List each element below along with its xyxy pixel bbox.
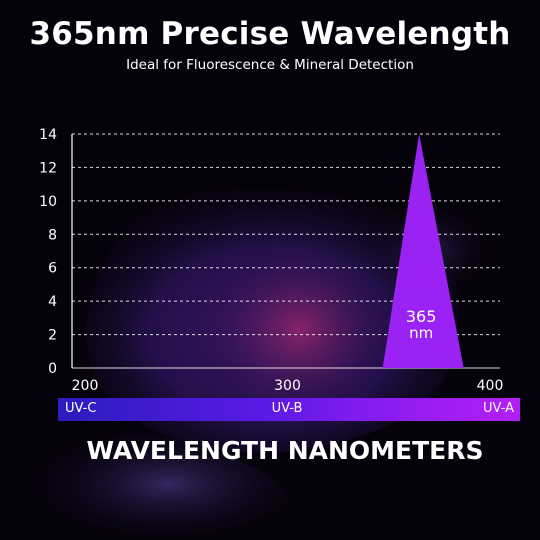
y-tick-label: 6	[48, 261, 57, 277]
y-tick-label: 12	[39, 160, 57, 176]
x-axis-title: WAVELENGTH NANOMETERS	[86, 436, 484, 465]
peak-annotation: 365	[406, 307, 437, 326]
y-axis-ticks: 0 2 4 6 8 10 12 14	[39, 127, 57, 377]
x-tick-label: 400	[477, 378, 504, 394]
band-label-uv-a: UV-A	[483, 401, 514, 416]
uv-spectrum-bar	[58, 398, 520, 421]
chart-annotations: 365nm	[406, 307, 437, 342]
y-tick-label: 14	[39, 127, 57, 143]
y-tick-label: 0	[48, 361, 57, 377]
x-tick-label: 200	[72, 378, 99, 394]
chart-series	[382, 134, 464, 368]
peak-area	[382, 134, 464, 368]
peak-annotation: nm	[409, 324, 433, 342]
y-tick-label: 4	[48, 294, 57, 310]
y-tick-label: 2	[48, 328, 57, 344]
page-subtitle: Ideal for Fluorescence & Mineral Detecti…	[126, 57, 414, 73]
x-axis-ticks: 200 300 400	[72, 378, 504, 394]
band-label-uv-c: UV-C	[65, 401, 97, 416]
page-title: 365nm Precise Wavelength	[29, 16, 511, 52]
x-tick-label: 300	[274, 378, 301, 394]
y-tick-label: 8	[48, 227, 57, 243]
y-tick-label: 10	[39, 194, 57, 210]
band-label-uv-b: UV-B	[271, 401, 303, 416]
